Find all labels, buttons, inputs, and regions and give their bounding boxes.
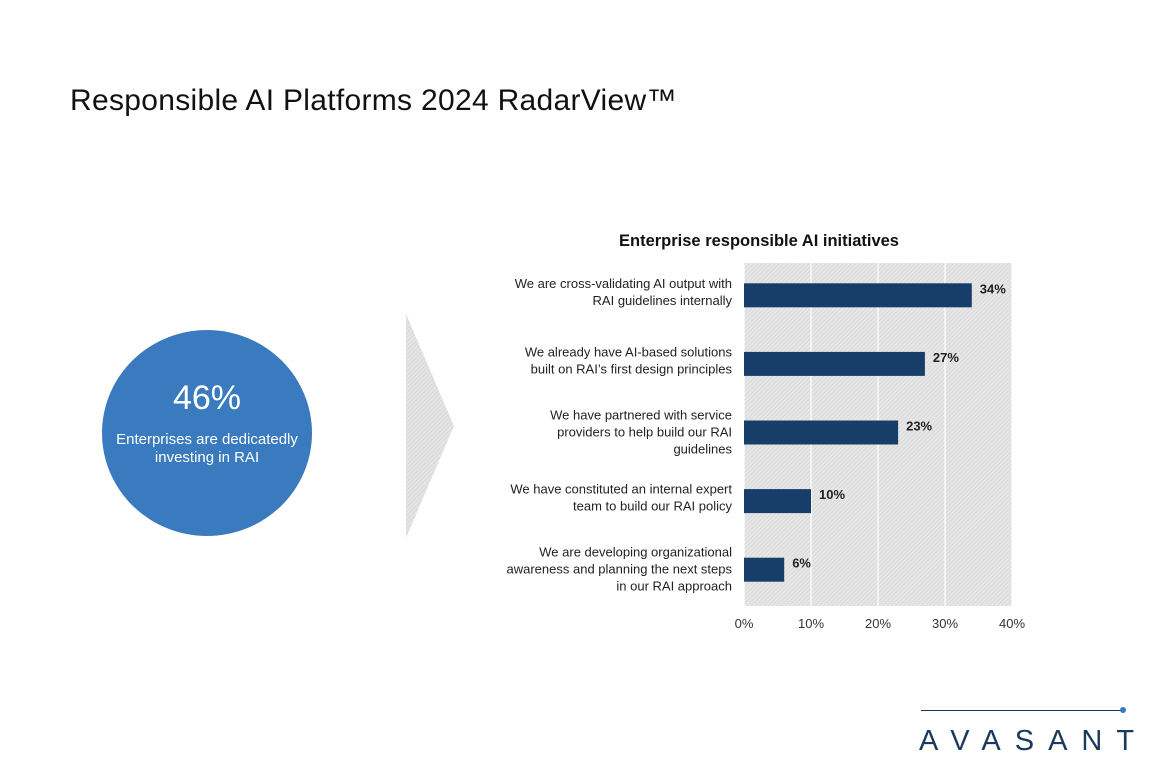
logo-text: AVASANT: [919, 725, 1149, 757]
bar-chart: Enterprise responsible AI initiatives 34…: [507, 232, 1026, 631]
bar: [744, 557, 785, 582]
logo-dot: [1120, 707, 1126, 713]
category-label-line: We already have AI-based solutions: [525, 344, 733, 359]
category-label: We are cross-validating AI output with RA…: [515, 276, 733, 308]
stat-circle: 46% Enterprises are dedicatedly investin…: [102, 330, 312, 536]
x-tick-label: 40%: [999, 616, 1025, 631]
category-label-line: built on RAI’s first design principles: [531, 361, 733, 376]
stat-label: Enterprises are dedicatedly investing in…: [116, 431, 298, 466]
data-label: 10%: [819, 487, 845, 502]
category-label-line: We are developing organizational: [539, 545, 732, 560]
category-label: We are developing organizational awarenes…: [507, 545, 733, 594]
page-title: Responsible AI Platforms 2024 RadarView™: [70, 84, 677, 117]
bar: [744, 351, 925, 376]
bar: [744, 283, 972, 308]
bar: [744, 420, 899, 445]
logo-line: [921, 710, 1121, 711]
data-label: 34%: [980, 281, 1006, 296]
data-label: 23%: [906, 419, 932, 434]
category-label: We have constituted an internal expert te…: [510, 482, 732, 514]
category-label-line: awareness and planning the next steps: [507, 562, 733, 577]
category-label-line: team to build our RAI policy: [573, 499, 732, 514]
avasant-logo: AVASANT: [919, 706, 1134, 756]
category-label-line: providers to help build our RAI: [557, 425, 732, 440]
bar: [744, 489, 811, 514]
data-label: 27%: [933, 350, 959, 365]
category-label-line: guidelines: [673, 442, 732, 457]
x-tick-label: 0%: [735, 616, 754, 631]
category-label-line: We have constituted an internal expert: [510, 482, 732, 497]
category-label: We have partnered with service providers …: [550, 408, 732, 457]
category-label-line: in our RAI approach: [616, 579, 732, 594]
x-tick-label: 10%: [798, 616, 824, 631]
x-tick-label: 30%: [932, 616, 958, 631]
category-label-line: We have partnered with service: [550, 408, 732, 423]
stat-value: 46%: [172, 379, 242, 417]
category-label-line: We are cross-validating AI output with: [515, 276, 732, 291]
x-tick-label: 20%: [865, 616, 891, 631]
category-label: We already have AI-based solutions built …: [525, 344, 733, 376]
category-label-line: RAI guidelines internally: [593, 293, 733, 308]
data-label: 6%: [792, 556, 811, 571]
chart-title: Enterprise responsible AI initiatives: [619, 232, 899, 250]
chevron-arrow-icon: [406, 314, 454, 538]
